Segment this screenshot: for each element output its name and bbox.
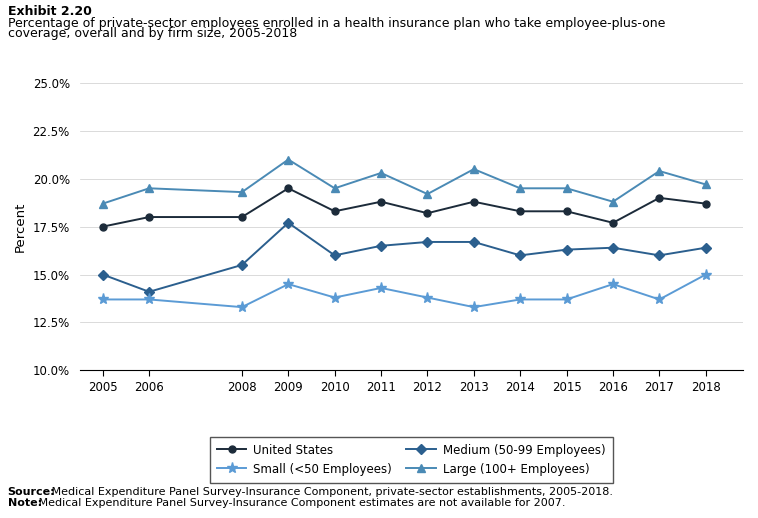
Legend: United States, Small (<50 Employees), Medium (50-99 Employees), Large (100+ Empl: United States, Small (<50 Employees), Me… (210, 437, 612, 483)
Medium (50-99 Employees) (237, 262, 246, 268)
Small (<50 Employees) (562, 296, 571, 303)
Large (100+ Employees) (423, 191, 432, 197)
United States (562, 208, 571, 214)
Large (100+ Employees) (609, 198, 618, 205)
Line: United States: United States (99, 185, 709, 230)
Medium (50-99 Employees) (469, 239, 478, 245)
Medium (50-99 Employees) (655, 252, 664, 258)
United States (283, 185, 293, 191)
Small (<50 Employees) (145, 296, 154, 303)
Medium (50-99 Employees) (377, 242, 386, 249)
Large (100+ Employees) (330, 185, 340, 191)
Medium (50-99 Employees) (99, 271, 108, 278)
Small (<50 Employees) (469, 304, 478, 310)
Large (100+ Employees) (469, 166, 478, 172)
Medium (50-99 Employees) (515, 252, 525, 258)
Text: Source:: Source: (8, 487, 55, 497)
Large (100+ Employees) (99, 200, 108, 207)
Large (100+ Employees) (237, 189, 246, 195)
United States (701, 200, 710, 207)
Small (<50 Employees) (609, 281, 618, 287)
United States (330, 208, 340, 214)
Small (<50 Employees) (237, 304, 246, 310)
Small (<50 Employees) (283, 281, 293, 287)
Text: Medical Expenditure Panel Survey-Insurance Component estimates are not available: Medical Expenditure Panel Survey-Insuran… (35, 498, 565, 508)
Text: Note:: Note: (8, 498, 42, 508)
Small (<50 Employees) (515, 296, 525, 303)
Text: Medical Expenditure Panel Survey-Insurance Component, private-sector establishme: Medical Expenditure Panel Survey-Insuran… (48, 487, 612, 497)
Text: Percentage of private-sector employees enrolled in a health insurance plan who t: Percentage of private-sector employees e… (8, 17, 665, 30)
Line: Small (<50 Employees): Small (<50 Employees) (97, 269, 711, 313)
Medium (50-99 Employees) (145, 289, 154, 295)
Small (<50 Employees) (655, 296, 664, 303)
Line: Medium (50-99 Employees): Medium (50-99 Employees) (99, 219, 709, 295)
Text: Exhibit 2.20: Exhibit 2.20 (8, 5, 92, 18)
Medium (50-99 Employees) (330, 252, 340, 258)
United States (655, 195, 664, 201)
Medium (50-99 Employees) (609, 244, 618, 251)
Line: Large (100+ Employees): Large (100+ Employees) (99, 155, 710, 208)
Medium (50-99 Employees) (283, 220, 293, 226)
United States (609, 220, 618, 226)
Large (100+ Employees) (145, 185, 154, 191)
United States (237, 214, 246, 220)
United States (469, 198, 478, 205)
Text: coverage, overall and by firm size, 2005-2018: coverage, overall and by firm size, 2005… (8, 27, 297, 40)
Small (<50 Employees) (377, 285, 386, 291)
Small (<50 Employees) (99, 296, 108, 303)
United States (145, 214, 154, 220)
Large (100+ Employees) (562, 185, 571, 191)
Medium (50-99 Employees) (701, 244, 710, 251)
Medium (50-99 Employees) (423, 239, 432, 245)
United States (423, 210, 432, 217)
Large (100+ Employees) (655, 168, 664, 174)
United States (377, 198, 386, 205)
Small (<50 Employees) (423, 294, 432, 300)
Medium (50-99 Employees) (562, 247, 571, 253)
Y-axis label: Percent: Percent (14, 202, 27, 252)
United States (99, 223, 108, 229)
Small (<50 Employees) (330, 294, 340, 300)
Large (100+ Employees) (701, 181, 710, 188)
Large (100+ Employees) (283, 156, 293, 163)
Large (100+ Employees) (377, 170, 386, 176)
Small (<50 Employees) (701, 271, 710, 278)
United States (515, 208, 525, 214)
Large (100+ Employees) (515, 185, 525, 191)
